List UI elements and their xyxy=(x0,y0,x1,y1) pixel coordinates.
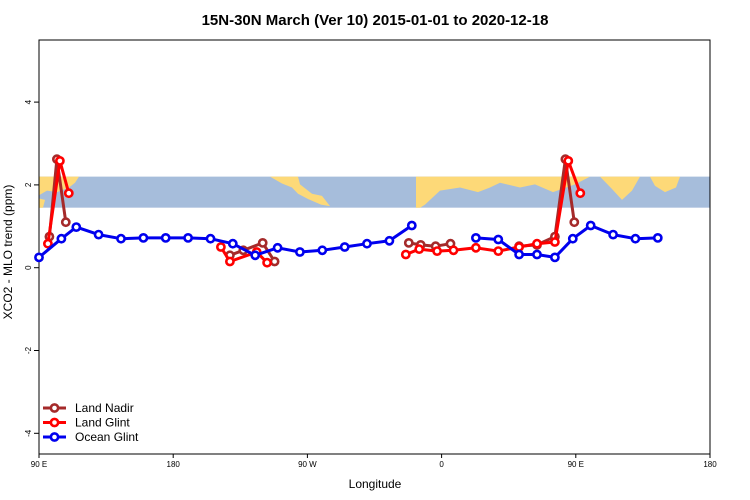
data-point xyxy=(272,242,283,253)
data-point xyxy=(493,246,504,256)
data-point xyxy=(532,238,542,249)
y-tick-label: 2 xyxy=(24,182,33,187)
data-point xyxy=(93,229,104,240)
data-point xyxy=(448,245,459,256)
data-point xyxy=(550,252,560,263)
data-point xyxy=(257,237,268,248)
data-point xyxy=(224,256,235,267)
land-area xyxy=(39,198,45,208)
land-area xyxy=(650,176,680,193)
data-point xyxy=(470,242,481,253)
data-point xyxy=(575,188,586,199)
data-point xyxy=(569,217,580,228)
legend-marker xyxy=(49,417,60,428)
series-land-glint xyxy=(43,155,586,268)
legend-marker xyxy=(49,403,60,413)
data-point xyxy=(60,217,71,228)
data-point xyxy=(215,242,226,252)
legend-entry: Land Nadir xyxy=(75,401,134,415)
data-point xyxy=(384,235,395,246)
data-point xyxy=(339,242,350,252)
legend-entry: Land Glint xyxy=(75,416,130,430)
land-area xyxy=(39,176,79,196)
data-point xyxy=(250,250,261,261)
y-tick-label: 4 xyxy=(24,99,33,104)
x-tick-label: 0 xyxy=(439,460,444,469)
data-point xyxy=(567,233,578,244)
data-point xyxy=(585,220,596,231)
series-line xyxy=(475,224,658,259)
data-point xyxy=(514,242,524,252)
land-area xyxy=(600,176,640,200)
y-axis-label: XCO2 - MLO trend (ppm) xyxy=(1,185,15,320)
data-point xyxy=(470,232,481,243)
x-tick-label: 180 xyxy=(167,460,181,469)
series-ocean-glint xyxy=(34,220,663,263)
land-area xyxy=(270,176,330,207)
data-point xyxy=(56,233,67,244)
data-point xyxy=(317,245,328,256)
data-point xyxy=(630,233,641,244)
data-point xyxy=(227,238,238,249)
ocean-area xyxy=(39,176,710,208)
data-point xyxy=(116,233,126,244)
data-point xyxy=(652,232,663,243)
x-axis-label: Longitude xyxy=(349,477,402,491)
data-point xyxy=(532,249,542,260)
data-point xyxy=(205,233,216,244)
series-layer xyxy=(34,154,663,268)
data-point xyxy=(362,238,372,249)
data-point xyxy=(493,234,504,245)
data-point xyxy=(400,249,411,260)
x-tick-label: 90 E xyxy=(31,460,47,469)
data-point xyxy=(43,238,53,249)
data-point xyxy=(514,249,524,260)
data-point xyxy=(55,155,65,166)
data-point xyxy=(608,229,618,240)
world-map-band xyxy=(39,176,710,208)
data-point xyxy=(63,188,74,199)
data-point xyxy=(432,246,442,256)
legend-entry: Ocean Glint xyxy=(75,430,139,444)
x-tick-label: 180 xyxy=(703,460,717,469)
y-tick-label: -4 xyxy=(24,429,33,437)
data-point xyxy=(414,244,425,254)
x-axis: 90 E 180 90 W 0 90 E 180 xyxy=(31,454,717,469)
data-point xyxy=(406,220,417,231)
data-point xyxy=(294,247,305,257)
legend-marker xyxy=(49,432,60,442)
data-point xyxy=(550,237,560,247)
data-point xyxy=(34,252,44,263)
data-point xyxy=(269,256,280,267)
data-point xyxy=(160,232,171,243)
series-line xyxy=(408,241,451,248)
y-tick-label: -2 xyxy=(24,346,33,354)
data-point xyxy=(71,222,82,232)
data-point xyxy=(403,237,414,248)
data-point xyxy=(138,232,149,243)
plot-frame xyxy=(38,39,711,455)
series-line xyxy=(219,246,269,264)
x-tick-label: 90 E xyxy=(568,460,584,469)
data-point xyxy=(183,232,193,243)
chart-title: 15N-30N March (Ver 10) 2015-01-01 to 202… xyxy=(202,12,549,29)
data-point xyxy=(563,155,574,166)
data-point xyxy=(262,257,272,268)
x-tick-label: 90 W xyxy=(298,460,317,469)
y-tick-label: 0 xyxy=(24,265,33,270)
land-area xyxy=(416,176,590,208)
y-axis: 4 2 0 -2 -4 xyxy=(24,99,39,437)
